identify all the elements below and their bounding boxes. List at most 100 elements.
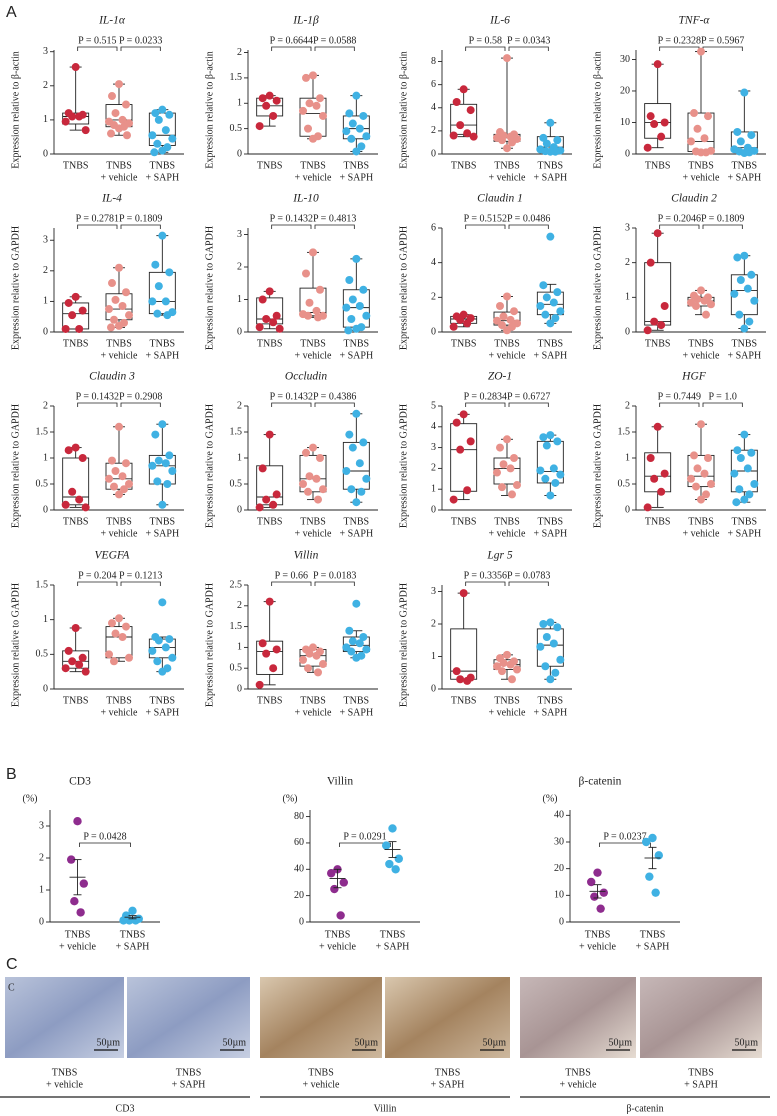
data-point bbox=[148, 461, 157, 470]
data-point bbox=[71, 63, 80, 72]
y-tick-label: 0 bbox=[625, 326, 630, 337]
data-point bbox=[105, 305, 113, 314]
data-point bbox=[265, 430, 274, 439]
x-tick-label: + vehicle bbox=[488, 707, 526, 718]
data-point bbox=[81, 667, 90, 676]
y-axis-label: (%) bbox=[283, 793, 298, 804]
y-tick-label: 1 bbox=[237, 642, 242, 653]
y-tick-label: 2 bbox=[431, 463, 436, 474]
y-tick-label: 1 bbox=[431, 483, 436, 494]
data-point bbox=[357, 142, 366, 151]
data-point bbox=[339, 878, 348, 887]
data-point bbox=[702, 490, 710, 499]
p-value: P = 0.204 bbox=[78, 570, 116, 581]
significance-bracket bbox=[465, 224, 506, 229]
p-value: P = 0.4386 bbox=[313, 391, 356, 402]
p-value: P = 0.0428 bbox=[83, 831, 126, 842]
significance-bracket bbox=[702, 224, 743, 229]
data-point bbox=[158, 231, 167, 240]
data-point bbox=[513, 665, 521, 674]
data-point bbox=[309, 134, 317, 143]
data-point bbox=[304, 311, 312, 320]
data-point bbox=[148, 131, 157, 140]
y-tick-label: 1 bbox=[39, 884, 44, 895]
y-tick-label: 0 bbox=[43, 326, 48, 337]
significance-bracket bbox=[77, 402, 118, 407]
p-value: P = 0.0237 bbox=[603, 831, 646, 842]
chart-title: Claudin 1 bbox=[477, 193, 523, 205]
x-tick-label: + SAPH bbox=[339, 528, 373, 539]
micrograph bbox=[385, 977, 510, 1058]
data-point bbox=[650, 317, 659, 326]
data-point bbox=[319, 111, 327, 120]
x-tick-label: TNBS bbox=[494, 695, 520, 706]
data-point bbox=[553, 623, 562, 632]
data-point bbox=[750, 296, 759, 305]
significance-bracket bbox=[120, 46, 161, 51]
y-tick-label: 0.5 bbox=[230, 478, 243, 489]
data-point bbox=[299, 655, 307, 664]
significance-bracket bbox=[702, 402, 743, 407]
data-point bbox=[657, 321, 666, 330]
x-tick-label: TNBS bbox=[257, 338, 283, 349]
data-point bbox=[151, 260, 160, 269]
data-point bbox=[151, 109, 160, 118]
data-point bbox=[542, 633, 551, 641]
data-point bbox=[148, 646, 157, 655]
x-tick-label: TNBS bbox=[645, 338, 671, 349]
x-tick-label: + SAPH bbox=[636, 941, 670, 952]
x-tick-label: TNBS bbox=[150, 338, 176, 349]
y-tick-label: 40 bbox=[294, 864, 304, 875]
scale-bar-label: 50µm bbox=[222, 1037, 246, 1048]
significance-bracket bbox=[120, 224, 161, 229]
y-tick-label: 4 bbox=[431, 257, 436, 268]
data-point bbox=[345, 430, 354, 439]
y-tick-label: 0.5 bbox=[618, 478, 631, 489]
significance-bracket bbox=[508, 581, 549, 586]
data-point bbox=[553, 437, 562, 446]
data-point bbox=[64, 298, 73, 307]
x-tick-label: TNBS bbox=[640, 929, 666, 940]
data-point bbox=[654, 851, 663, 860]
y-tick-label: 40 bbox=[554, 810, 564, 821]
data-point bbox=[736, 454, 745, 462]
data-point bbox=[154, 456, 163, 465]
data-point bbox=[262, 101, 271, 110]
data-point bbox=[553, 288, 562, 297]
data-point bbox=[168, 134, 177, 143]
data-point bbox=[456, 315, 465, 324]
data-point bbox=[449, 495, 458, 504]
x-tick-label: TNBS bbox=[257, 516, 283, 527]
box bbox=[62, 112, 90, 125]
data-point bbox=[78, 653, 87, 662]
y-tick-label: 1.5 bbox=[618, 426, 631, 437]
data-point bbox=[120, 485, 128, 494]
data-point bbox=[687, 474, 695, 483]
data-point bbox=[730, 469, 739, 478]
data-point bbox=[449, 322, 458, 331]
x-tick-label: TNBS bbox=[451, 338, 477, 349]
data-point bbox=[643, 143, 652, 152]
x-tick-label: TNBS bbox=[732, 516, 758, 527]
data-point bbox=[539, 281, 548, 290]
y-tick-label: 1.5 bbox=[36, 426, 49, 437]
p-value: P = 0.2908 bbox=[119, 391, 162, 402]
data-point bbox=[700, 469, 709, 478]
data-point bbox=[506, 464, 515, 473]
data-point bbox=[312, 651, 321, 660]
data-point bbox=[733, 253, 742, 262]
data-point bbox=[355, 302, 364, 310]
significance-bracket bbox=[508, 402, 549, 407]
data-point bbox=[262, 315, 271, 323]
data-point bbox=[449, 131, 458, 140]
x-tick-label: TNBS bbox=[538, 516, 564, 527]
panel-label: C bbox=[6, 956, 18, 973]
box bbox=[342, 441, 370, 490]
x-tick-label: TNBS bbox=[63, 695, 89, 706]
data-point bbox=[747, 131, 756, 140]
y-tick-label: 0 bbox=[237, 148, 242, 159]
x-tick-label: TNBS bbox=[65, 929, 91, 940]
data-point bbox=[105, 474, 113, 483]
x-tick-label: + SAPH bbox=[533, 707, 567, 718]
significance-bracket bbox=[314, 581, 355, 586]
